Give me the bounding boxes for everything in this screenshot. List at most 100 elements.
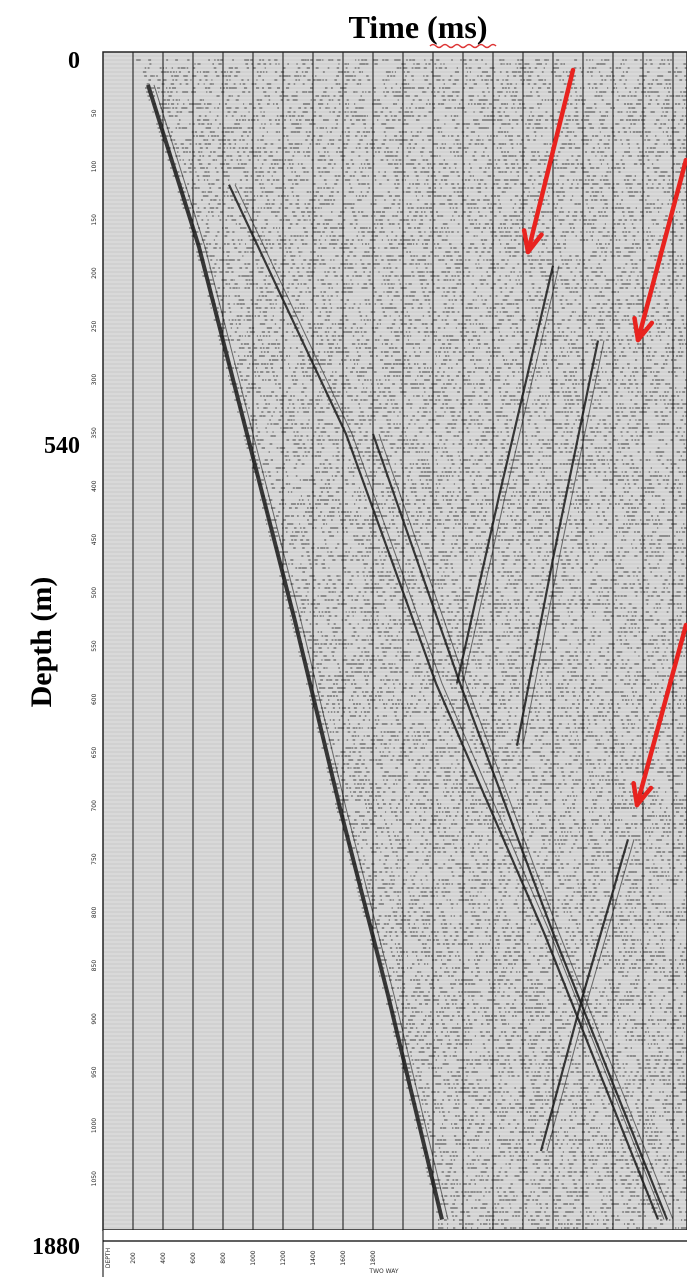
noise-row [386, 991, 687, 993]
noise-row [273, 527, 687, 529]
noise-row [344, 839, 680, 841]
noise-row [316, 727, 687, 729]
noise-row [228, 363, 668, 365]
x-tick-label: 200 [130, 1252, 137, 1264]
noise-row [147, 95, 687, 97]
noise-row [226, 367, 682, 369]
noise-row [348, 843, 683, 845]
inner-depth-label: 550 [91, 640, 98, 652]
noise-row [402, 1019, 687, 1021]
noise-row [207, 295, 687, 297]
noise-row [206, 279, 683, 281]
noise-row [284, 571, 676, 573]
noise-row [254, 479, 679, 481]
noise-row [409, 1051, 687, 1053]
noise-row [217, 311, 679, 313]
noise-row [450, 1207, 681, 1209]
noise-row [384, 983, 686, 985]
noise-row [337, 811, 687, 813]
noise-row [331, 763, 687, 765]
x-axis-small-label: TWO WAY [368, 1268, 398, 1275]
noise-row [287, 607, 682, 609]
noise-row [144, 75, 687, 77]
noise-row [158, 131, 687, 133]
noise-row [363, 915, 684, 917]
y-tick-1880: 1880 [32, 1234, 80, 1260]
noise-row [160, 135, 687, 137]
noise-row [438, 1219, 687, 1221]
event-first-arrival [146, 84, 444, 1220]
noise-row [339, 819, 687, 821]
noise-row [224, 359, 677, 361]
noise-row [357, 891, 687, 893]
noise-row [329, 779, 674, 781]
noise-row [361, 907, 687, 909]
event-upgoing-reflection-3-echo [546, 839, 635, 1152]
inner-depth-label: 500 [91, 587, 98, 599]
seismic-events [146, 84, 674, 1220]
noise-row [309, 671, 687, 673]
noise-row [386, 1003, 687, 1005]
x-tick-label: 400 [160, 1252, 167, 1264]
noise-row [228, 375, 678, 377]
noise-row [429, 1159, 686, 1161]
noise-row [290, 619, 687, 621]
noise-row [292, 627, 687, 629]
noise-row [409, 1099, 687, 1101]
noise-row [327, 771, 683, 773]
noise-row [411, 1095, 679, 1097]
noise-row [392, 1031, 686, 1033]
noise-row [239, 395, 680, 397]
noise-row [317, 691, 678, 693]
y-tick-0: 0 [68, 48, 80, 74]
noise-row [303, 659, 679, 661]
noise-row [156, 123, 687, 125]
x-tick-label: 1000 [250, 1250, 257, 1265]
noise-row [253, 463, 677, 465]
event-downgoing-multiple-2-echo [378, 433, 674, 1220]
noise-row [229, 379, 687, 381]
noise-row [436, 1139, 680, 1141]
noise-row [284, 559, 682, 561]
x-tick-label: 1600 [340, 1250, 347, 1265]
event-upgoing-reflection-2-echo [522, 340, 605, 746]
inner-depth-label: 850 [91, 960, 98, 972]
noise-row [434, 1191, 687, 1193]
noise-row [191, 235, 687, 237]
noise-row [335, 755, 686, 757]
noise-row [220, 323, 687, 325]
noise-row [398, 1055, 687, 1057]
inner-depth-label: 750 [91, 853, 98, 865]
noise-row [269, 535, 676, 537]
inner-depth-label: 950 [91, 1066, 98, 1078]
noise-row [330, 783, 683, 785]
noise-row [427, 1175, 685, 1177]
noise-row [337, 787, 673, 789]
noise-row [153, 103, 686, 105]
noise-row [416, 1127, 679, 1129]
noise-row [311, 707, 686, 709]
noise-row [278, 491, 687, 493]
noise-row [293, 631, 687, 633]
noise-row [383, 967, 685, 969]
inner-depth-label: 300 [91, 374, 98, 386]
noise-row [379, 975, 687, 977]
noise-row [211, 299, 687, 301]
noise-row [154, 107, 687, 109]
noise-row [289, 603, 682, 605]
noise-row [277, 555, 687, 557]
x-tick-label: 1200 [280, 1250, 287, 1265]
noise-row [210, 307, 679, 309]
red-arrow [631, 622, 687, 808]
noise-row [376, 931, 679, 933]
noise-row [256, 475, 687, 477]
noise-row [354, 879, 683, 881]
noise-row [341, 815, 684, 817]
noise-row [372, 927, 677, 929]
noise-row [180, 199, 687, 201]
noise-row [441, 1195, 675, 1197]
inner-depth-label: 1000 [91, 1118, 98, 1133]
noise-row [244, 439, 687, 441]
noise-row [368, 923, 687, 925]
noise-row [257, 431, 687, 433]
